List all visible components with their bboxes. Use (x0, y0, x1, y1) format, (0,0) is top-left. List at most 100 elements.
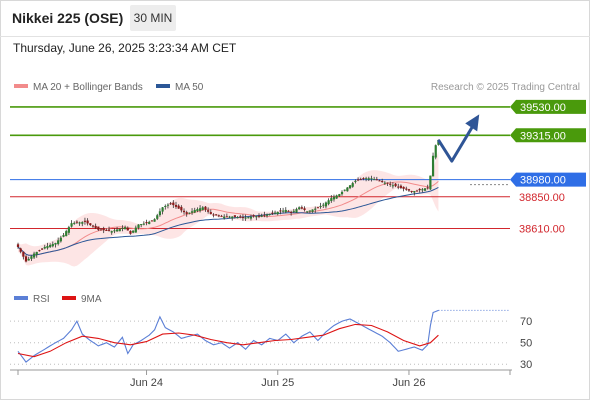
price-tag-text-39315.00: 39315.00 (520, 130, 566, 142)
candle-body (217, 215, 220, 217)
candle-body (407, 189, 411, 191)
price-level-label-38850.00: 38850.00 (519, 192, 565, 204)
rsi-tick-label: 30 (520, 359, 532, 371)
candle-body (365, 178, 368, 180)
candle-body (410, 191, 413, 193)
candle-body (231, 216, 234, 219)
price-tag-39530.00 (510, 99, 586, 114)
rsi-legend: RSI 9MA (14, 294, 102, 305)
candle-body (319, 206, 322, 207)
candle-body (429, 175, 432, 190)
rsi-lines-layer (17, 309, 510, 363)
bollinger-band-layer (18, 151, 439, 267)
chart-header: Nikkei 225 (OSE) 30 MIN (0, 0, 590, 37)
candle-body (19, 248, 22, 252)
candle-body (41, 248, 44, 250)
candle-body (166, 204, 170, 206)
candle-body (223, 216, 226, 219)
interval-selector[interactable]: 30 MIN (130, 5, 176, 31)
candle-body (172, 202, 175, 206)
candle-body (423, 188, 427, 191)
candle-body (405, 188, 408, 190)
time-axis-layer: Jun 24 Jun 25 Jun 26 (17, 370, 511, 389)
candle-body (142, 223, 145, 225)
candle-body (94, 225, 97, 229)
candle-body (252, 215, 255, 217)
candle-body (324, 202, 328, 207)
ma50-line (17, 186, 439, 256)
candle-body (375, 179, 378, 181)
rsi-tick-label: 70 (520, 316, 532, 328)
candle-body (279, 210, 282, 212)
candle-body (86, 220, 89, 224)
candle-body (134, 227, 137, 233)
candle-body (121, 227, 124, 229)
rsi-ma-legend-swatch (62, 296, 76, 300)
candle-body (362, 178, 365, 180)
candle-body (198, 208, 202, 211)
candle-body (193, 209, 196, 213)
candle-body (67, 227, 70, 233)
price-tag-text-38980.00: 38980.00 (520, 175, 566, 187)
candle-body (174, 204, 178, 207)
candle-body (386, 182, 389, 184)
candle-body (97, 226, 100, 230)
candle-body (300, 207, 303, 209)
rsi-line (17, 309, 439, 363)
candle-body (161, 207, 164, 212)
candle-body (65, 231, 68, 237)
candle-body (164, 206, 167, 207)
candle-body (132, 230, 135, 233)
price-tags-layer: 39530.00 39315.00 38980.00 38850.00 38610.00 (510, 99, 586, 235)
candle-body (241, 217, 245, 219)
candle-body (257, 215, 261, 217)
candle-body (59, 237, 62, 242)
projection-arrow-layer (437, 114, 480, 163)
candle-body (327, 200, 330, 205)
moving-averages-layer (17, 181, 439, 256)
candle-body (290, 211, 293, 213)
price-tag-38980.00 (510, 172, 586, 187)
candle-body (236, 217, 239, 219)
candle-body (30, 256, 33, 259)
price-legend: MA 20 + Bollinger Bands MA 50 (14, 82, 204, 93)
candle-body (73, 222, 76, 224)
candle-body (421, 189, 424, 191)
candle-body (314, 208, 317, 210)
price-tag-39315.00 (510, 128, 586, 143)
candle-body (185, 212, 188, 214)
candle-body (373, 179, 376, 181)
candle-body (83, 220, 87, 222)
candle-body (271, 212, 274, 214)
candle-body (207, 210, 210, 212)
candlesticks-layer (16, 139, 440, 263)
candle-body (397, 186, 400, 188)
candle-body (126, 227, 129, 231)
candle-body (282, 210, 285, 212)
candle-body (308, 210, 311, 212)
price-levels-layer (10, 106, 510, 229)
chart-timestamp: Thursday, June 26, 2025 3:23:34 AM CET (13, 41, 237, 55)
candle-body (348, 185, 352, 189)
candle-body (43, 246, 46, 249)
candle-body (57, 240, 60, 244)
candle-body (137, 224, 140, 228)
candle-body (204, 206, 207, 210)
candle-body (212, 214, 215, 216)
instrument-title: Nikkei 225 (OSE) (12, 10, 124, 26)
candle-body (22, 251, 25, 257)
candle-body (244, 217, 247, 219)
candle-body (284, 209, 287, 213)
candle-body (113, 230, 116, 232)
candle-body (150, 220, 153, 222)
rsi-9ma-line (17, 323, 439, 358)
candle-body (265, 214, 269, 216)
candle-body (215, 214, 218, 216)
rsi-ma-legend-label: 9MA (81, 294, 102, 305)
candle-body (378, 180, 381, 182)
candle-body (383, 182, 386, 184)
candle-body (24, 256, 28, 262)
candle-body (145, 222, 148, 224)
candle-body (268, 213, 271, 215)
